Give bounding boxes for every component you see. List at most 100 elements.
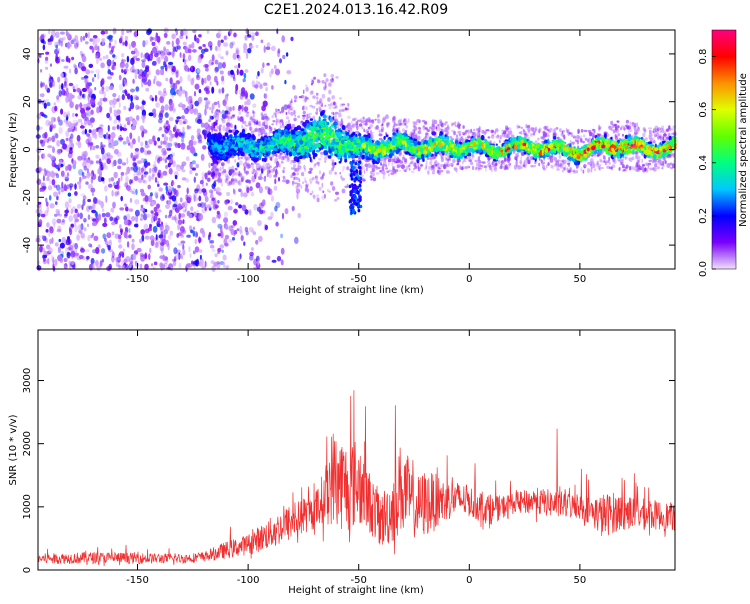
spectrogram-cell [276, 255, 282, 262]
spectrogram-cell [82, 195, 87, 200]
spectrogram-cell [218, 109, 221, 113]
spectrogram-cell [223, 217, 229, 224]
spectrogram-cell [267, 216, 273, 221]
spectrogram-cell [637, 160, 640, 164]
spectrogram-cell [263, 123, 266, 127]
spectrogram-cell [41, 213, 46, 218]
spectrogram-cell [168, 185, 172, 193]
spectrogram-cell [91, 209, 97, 214]
spectrogram-cell [279, 152, 283, 155]
spectrogram-cell [514, 153, 517, 156]
spectrogram-cell [107, 124, 110, 132]
spectrogram-cell [523, 159, 526, 164]
spectrogram-cell [284, 208, 289, 215]
spectrogram-cell [144, 66, 150, 73]
spectrogram-cell [61, 89, 66, 96]
spectrogram-cell [255, 31, 259, 36]
spectrogram-cell [315, 96, 319, 100]
spectrogram-cell [165, 185, 168, 192]
spectrogram-cell [121, 68, 124, 73]
spectrogram-cell [159, 96, 165, 104]
spectrogram-cell [164, 257, 169, 265]
spectrogram-cell [95, 154, 100, 159]
spectrogram-cell [545, 164, 548, 169]
spectrogram-cell [147, 79, 152, 87]
spectrogram-cell [242, 119, 245, 124]
spectrogram-cell [107, 44, 112, 49]
spectrogram-cell [244, 69, 249, 73]
spectrogram-cell [107, 76, 112, 80]
spectrogram-cell [131, 243, 135, 251]
spectrogram-cell [327, 97, 331, 102]
spectrogram-cell [133, 165, 138, 173]
spectrogram-cell [445, 157, 448, 161]
spectrogram-cell [458, 130, 462, 134]
spectrogram-cell [88, 63, 94, 68]
spectrogram-cell [177, 90, 182, 97]
spectrogram-cell [580, 167, 583, 172]
spectrogram-cell [200, 122, 205, 128]
spectrogram-cell [61, 83, 64, 90]
spectrogram-cell [108, 85, 114, 91]
spectrogram-cell [165, 120, 169, 125]
spectrogram-cell [184, 90, 188, 98]
spectrogram-cell [195, 74, 201, 81]
spectrogram-cell [276, 28, 279, 35]
spectrogram-cell [100, 201, 104, 209]
spectrogram-cell [500, 160, 503, 165]
spectrogram-cell [210, 245, 215, 249]
spectrogram-cell [464, 166, 469, 170]
spectrogram-cell [244, 93, 248, 100]
spectrogram-cell [313, 76, 317, 80]
spectrogram-cell [262, 62, 265, 69]
spectrogram-cell [196, 209, 200, 213]
spectrogram-cell [583, 129, 588, 133]
spectrogram-cell [149, 223, 152, 229]
spectrogram-cell [139, 217, 143, 221]
spectrogram-cell [186, 234, 191, 238]
spectrogram-cell [579, 138, 582, 143]
spectrogram-cell [178, 219, 183, 225]
spectrogram-cell [626, 125, 630, 130]
spectrogram-cell [239, 173, 243, 177]
spectrogram-cell [520, 156, 523, 161]
spectrogram-cell [238, 110, 242, 115]
spectrogram-cell [425, 132, 429, 136]
spectrogram-cell [195, 163, 199, 169]
spectrogram-cell [323, 73, 327, 78]
spectrogram-cell [76, 234, 80, 241]
spectrogram-cell [110, 177, 115, 182]
spectrogram-cell [42, 175, 45, 182]
spectrogram-cell [54, 105, 58, 112]
spectrogram-cell [148, 112, 154, 117]
spectrogram-cell [174, 214, 177, 222]
spectrogram-cell [188, 54, 192, 61]
spectrogram-cell [172, 126, 176, 133]
spectrogram-cell [189, 107, 194, 114]
spectrogram-cell [135, 104, 140, 111]
spectrogram-cell [142, 179, 148, 184]
spectrogram-cell [386, 121, 391, 126]
spectrogram-cell [652, 130, 655, 134]
spectrogram-cell [149, 235, 155, 241]
spectrogram-cell [133, 172, 136, 180]
spectrogram-cell [247, 155, 250, 161]
spectrogram-cell [126, 136, 129, 142]
spectrogram-cell [58, 190, 61, 195]
spectrogram-cell [224, 36, 227, 40]
spectrogram-cell [106, 232, 112, 239]
spectrogram-cell [229, 122, 231, 126]
spectrogram-cell [80, 248, 85, 253]
spectrogram-cell [274, 165, 278, 169]
spectrogram-cell [440, 163, 444, 168]
spectrogram-cell [306, 113, 311, 119]
spectrogram-cell [121, 264, 126, 270]
spectrogram-cell [190, 78, 195, 86]
spectrogram-cell [576, 135, 580, 139]
spectrogram-cell [159, 224, 164, 231]
spectrogram-cell [199, 254, 202, 260]
spectrogram-cell [641, 158, 644, 164]
spectrogram-cell [80, 193, 86, 197]
spectrogram-cell [211, 109, 214, 114]
spectrogram-cell [225, 178, 228, 182]
